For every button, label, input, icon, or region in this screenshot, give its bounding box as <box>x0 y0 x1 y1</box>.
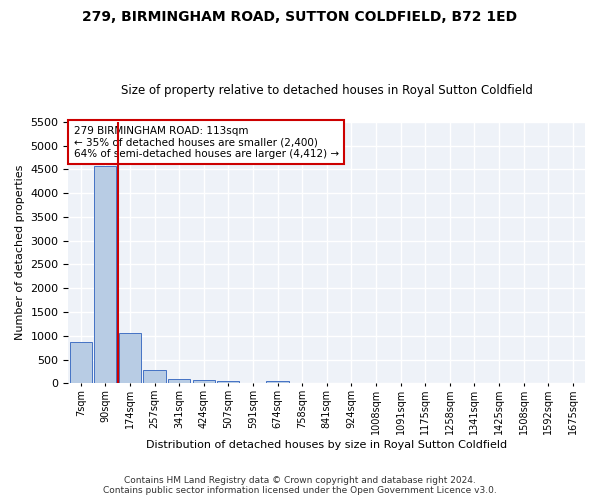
Text: 279, BIRMINGHAM ROAD, SUTTON COLDFIELD, B72 1ED: 279, BIRMINGHAM ROAD, SUTTON COLDFIELD, … <box>82 10 518 24</box>
Bar <box>168 380 190 384</box>
Text: 279 BIRMINGHAM ROAD: 113sqm
← 35% of detached houses are smaller (2,400)
64% of : 279 BIRMINGHAM ROAD: 113sqm ← 35% of det… <box>74 126 338 159</box>
Text: Contains HM Land Registry data © Crown copyright and database right 2024.
Contai: Contains HM Land Registry data © Crown c… <box>103 476 497 495</box>
Bar <box>193 380 215 384</box>
Bar <box>143 370 166 384</box>
Bar <box>217 381 239 384</box>
X-axis label: Distribution of detached houses by size in Royal Sutton Coldfield: Distribution of detached houses by size … <box>146 440 507 450</box>
Y-axis label: Number of detached properties: Number of detached properties <box>15 165 25 340</box>
Bar <box>70 342 92 384</box>
Bar <box>94 166 116 384</box>
Title: Size of property relative to detached houses in Royal Sutton Coldfield: Size of property relative to detached ho… <box>121 84 533 97</box>
Bar <box>119 333 141 384</box>
Bar <box>266 381 289 384</box>
